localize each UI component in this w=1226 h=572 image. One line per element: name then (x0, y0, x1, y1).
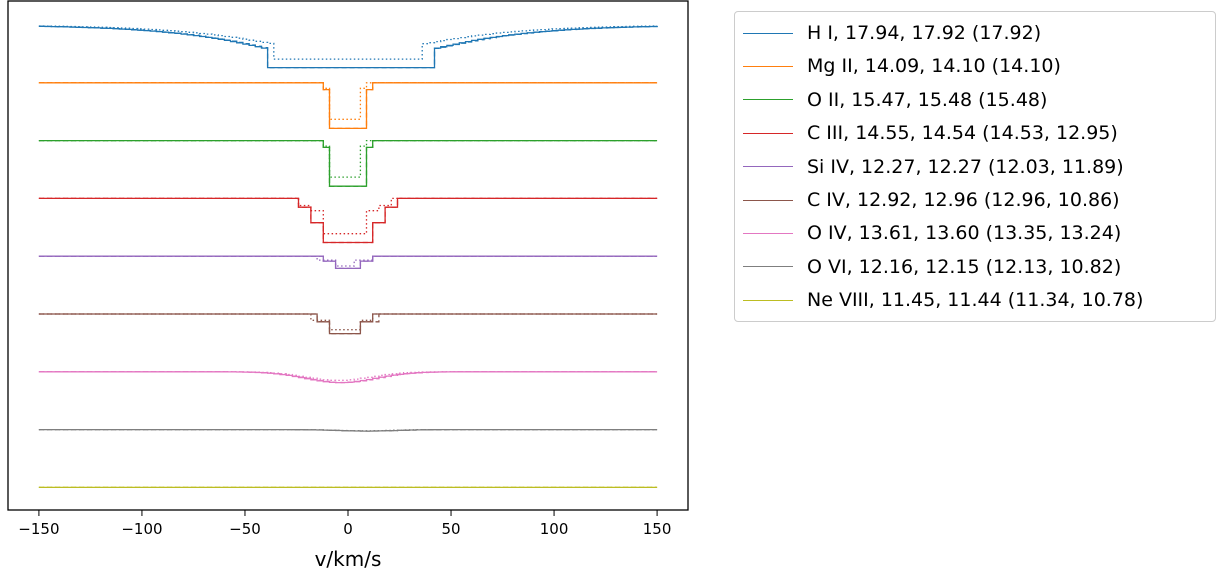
series-line (38, 25, 658, 60)
series-line (38, 313, 658, 335)
legend-label: Ne VIII, 11.45, 11.44 (11.34, 10.78) (807, 289, 1144, 312)
legend-swatch (743, 199, 793, 201)
legend-swatch (743, 166, 793, 168)
legend-swatch (743, 299, 793, 301)
series-line (38, 82, 658, 120)
legend-swatch (743, 99, 793, 101)
legend-label: Si IV, 12.27, 12.27 (12.03, 11.89) (807, 155, 1124, 178)
series-line (38, 371, 658, 382)
series-line (38, 428, 658, 432)
legend-swatch (743, 65, 793, 67)
series-line (38, 82, 658, 130)
x-axis: −150 −100 −50 0 50 100 150 (18, 510, 671, 538)
legend-item: Mg II, 14.09, 14.10 (14.10) (743, 50, 1061, 82)
series-line (38, 139, 658, 187)
x-tick-label: 0 (343, 520, 353, 538)
series-line (38, 313, 658, 331)
legend-label: O VI, 12.16, 12.15 (12.13, 10.82) (807, 255, 1122, 278)
series-line (38, 255, 658, 270)
series-line (38, 139, 658, 178)
legend-label: H I, 17.94, 17.92 (17.92) (807, 22, 1042, 44)
series-line (38, 25, 658, 69)
x-tick-label: 100 (540, 520, 569, 538)
legend-item: O IV, 13.61, 13.60 (13.35, 13.24) (743, 217, 1121, 249)
legend-swatch (743, 32, 793, 34)
series-line (38, 82, 658, 130)
legend-label: O II, 15.47, 15.48 (15.48) (807, 88, 1048, 111)
legend-swatch (743, 132, 793, 134)
x-tick-label: −50 (229, 520, 261, 538)
series-line (38, 428, 658, 432)
legend-label: Mg II, 14.09, 14.10 (14.10) (807, 55, 1061, 78)
x-tick-label: 150 (643, 520, 672, 538)
series-line (38, 197, 658, 244)
x-tick-label: −100 (121, 520, 162, 538)
x-axis-label: v/km/s (315, 547, 382, 571)
legend-item: Ne VIII, 11.45, 11.44 (11.34, 10.78) (743, 284, 1143, 316)
series-line (38, 371, 658, 384)
plot-frame (7, 0, 689, 511)
series-line (38, 371, 658, 384)
legend-item: Si IV, 12.27, 12.27 (12.03, 11.89) (743, 151, 1124, 183)
x-tick-label: −150 (18, 520, 59, 538)
x-tick-label: 50 (441, 520, 460, 538)
series-line (38, 197, 658, 244)
legend-label: O IV, 13.61, 13.60 (13.35, 13.24) (807, 222, 1122, 245)
legend: H I, 17.94, 17.92 (17.92) Mg II, 14.09, 1… (734, 11, 1216, 322)
legend-label: C IV, 12.92, 12.96 (12.96, 10.86) (807, 189, 1120, 211)
legend-swatch (743, 266, 793, 268)
legend-label: C III, 14.55, 14.54 (14.53, 12.95) (807, 122, 1118, 145)
series-line (38, 197, 658, 235)
legend-item: O II, 15.47, 15.48 (15.48) (743, 84, 1047, 116)
legend-item: C IV, 12.92, 12.96 (12.96, 10.86) (743, 184, 1120, 216)
plot-lines (38, 25, 658, 489)
legend-item: C III, 14.55, 14.54 (14.53, 12.95) (743, 117, 1118, 149)
series-line (38, 139, 658, 187)
series-line (38, 255, 658, 270)
series-line (38, 255, 658, 267)
legend-item: H I, 17.94, 17.92 (17.92) (743, 17, 1041, 49)
series-line (38, 25, 658, 69)
legend-item: O VI, 12.16, 12.15 (12.13, 10.82) (743, 251, 1121, 283)
legend-swatch (743, 232, 793, 234)
series-line (38, 313, 658, 335)
